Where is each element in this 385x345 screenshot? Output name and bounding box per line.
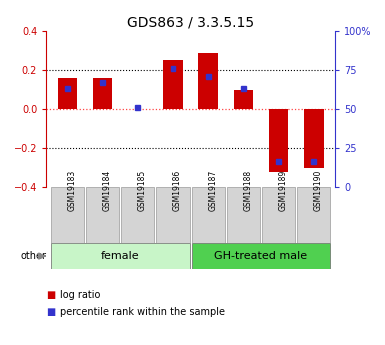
Bar bbox=[93, 78, 112, 109]
Bar bbox=[192, 187, 225, 243]
Bar bbox=[262, 187, 295, 243]
Bar bbox=[241, 86, 246, 91]
Bar bbox=[304, 109, 323, 168]
Text: GSM19187: GSM19187 bbox=[208, 170, 217, 211]
Bar bbox=[227, 187, 260, 243]
Text: GSM19188: GSM19188 bbox=[243, 170, 253, 211]
Bar bbox=[135, 105, 140, 110]
Bar bbox=[58, 78, 77, 109]
Bar bbox=[311, 159, 316, 164]
Text: log ratio: log ratio bbox=[60, 290, 100, 300]
Bar bbox=[269, 109, 288, 172]
Bar bbox=[276, 159, 281, 164]
Bar bbox=[156, 187, 189, 243]
Text: ■: ■ bbox=[46, 290, 55, 300]
Text: GSM19186: GSM19186 bbox=[173, 170, 182, 211]
Bar bbox=[100, 80, 105, 85]
Text: female: female bbox=[101, 251, 139, 261]
Text: GSM19189: GSM19189 bbox=[279, 170, 288, 211]
Text: GSM19185: GSM19185 bbox=[138, 170, 147, 211]
Bar bbox=[206, 74, 211, 79]
Text: ■: ■ bbox=[46, 307, 55, 317]
Text: GSM19190: GSM19190 bbox=[314, 169, 323, 211]
Bar bbox=[163, 60, 182, 109]
Text: other: other bbox=[21, 251, 47, 261]
Bar bbox=[171, 66, 176, 71]
Bar bbox=[51, 243, 189, 269]
Bar bbox=[86, 187, 119, 243]
Bar bbox=[234, 90, 253, 109]
Bar bbox=[199, 52, 218, 109]
Title: GDS863 / 3.3.5.15: GDS863 / 3.3.5.15 bbox=[127, 16, 254, 30]
Bar bbox=[297, 187, 330, 243]
Bar bbox=[121, 187, 154, 243]
Bar bbox=[51, 187, 84, 243]
Text: GSM19184: GSM19184 bbox=[102, 170, 112, 211]
Text: GH-treated male: GH-treated male bbox=[214, 251, 308, 261]
Text: GSM19183: GSM19183 bbox=[67, 170, 76, 211]
Text: percentile rank within the sample: percentile rank within the sample bbox=[60, 307, 225, 317]
Bar bbox=[192, 243, 330, 269]
Bar bbox=[65, 86, 70, 91]
